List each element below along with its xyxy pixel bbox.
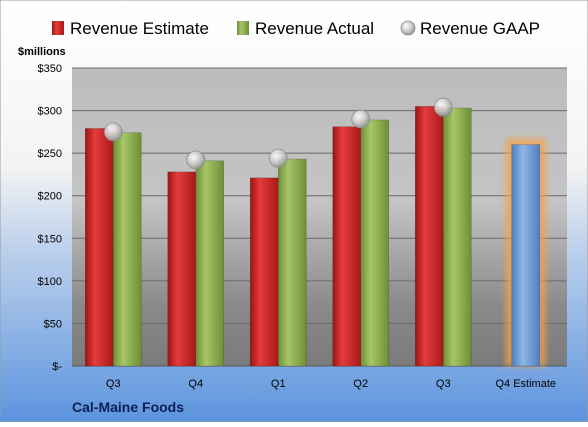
company-name: Cal-Maine Foods <box>72 399 184 415</box>
bar <box>167 171 197 367</box>
bar <box>112 132 142 367</box>
bar <box>195 160 225 367</box>
y-tick-label: $- <box>52 361 62 373</box>
legend-swatch <box>237 21 249 35</box>
gaap-marker <box>103 122 123 142</box>
legend-label: Revenue Estimate <box>70 19 209 38</box>
bars <box>84 106 546 367</box>
gaap-marker <box>268 148 288 168</box>
y-tick-label: $300 <box>38 106 62 118</box>
y-axis-ticks: $- $50 $100 $150 $200 $250 $300 $350 <box>38 63 63 373</box>
y-tick-label: $100 <box>38 276 62 288</box>
bar <box>360 119 390 367</box>
gridlines <box>72 67 567 367</box>
bar <box>249 177 279 367</box>
y-tick-label: $350 <box>38 63 62 75</box>
x-axis-ticks: Q3 Q4 Q1 Q2 Q3 Q4 Estimate <box>106 378 556 390</box>
bar <box>332 126 362 367</box>
y-tick-label: $250 <box>38 148 62 160</box>
x-tick-label: Q4 <box>188 378 203 390</box>
legend-label: Revenue GAAP <box>420 19 540 38</box>
y-tick-label: $150 <box>38 233 62 245</box>
bar <box>84 128 114 367</box>
gaap-marker <box>186 150 206 170</box>
legend-marker <box>400 20 416 36</box>
legend-label: Revenue Actual <box>255 19 374 38</box>
y-tick-label: $50 <box>44 318 62 330</box>
gaap-marker <box>433 97 453 117</box>
bar <box>277 158 307 367</box>
legend: Revenue Estimate Revenue Actual Revenue GA… <box>52 19 540 38</box>
x-tick-label: Q1 <box>271 378 286 390</box>
bar <box>442 107 472 367</box>
bar <box>414 106 444 367</box>
x-tick-label: Q2 <box>353 378 368 390</box>
plot-area <box>72 68 567 366</box>
gaap-marker <box>351 109 371 129</box>
y-tick-label: $200 <box>38 191 62 203</box>
x-tick-label: Q3 <box>106 378 121 390</box>
x-tick-label: Q3 <box>436 378 451 390</box>
legend-swatch <box>52 21 64 35</box>
x-tick-label: Q4 Estimate <box>495 378 556 390</box>
bar <box>511 144 541 367</box>
gaap-markers <box>103 97 453 170</box>
y-axis-label: $millions <box>18 46 66 58</box>
